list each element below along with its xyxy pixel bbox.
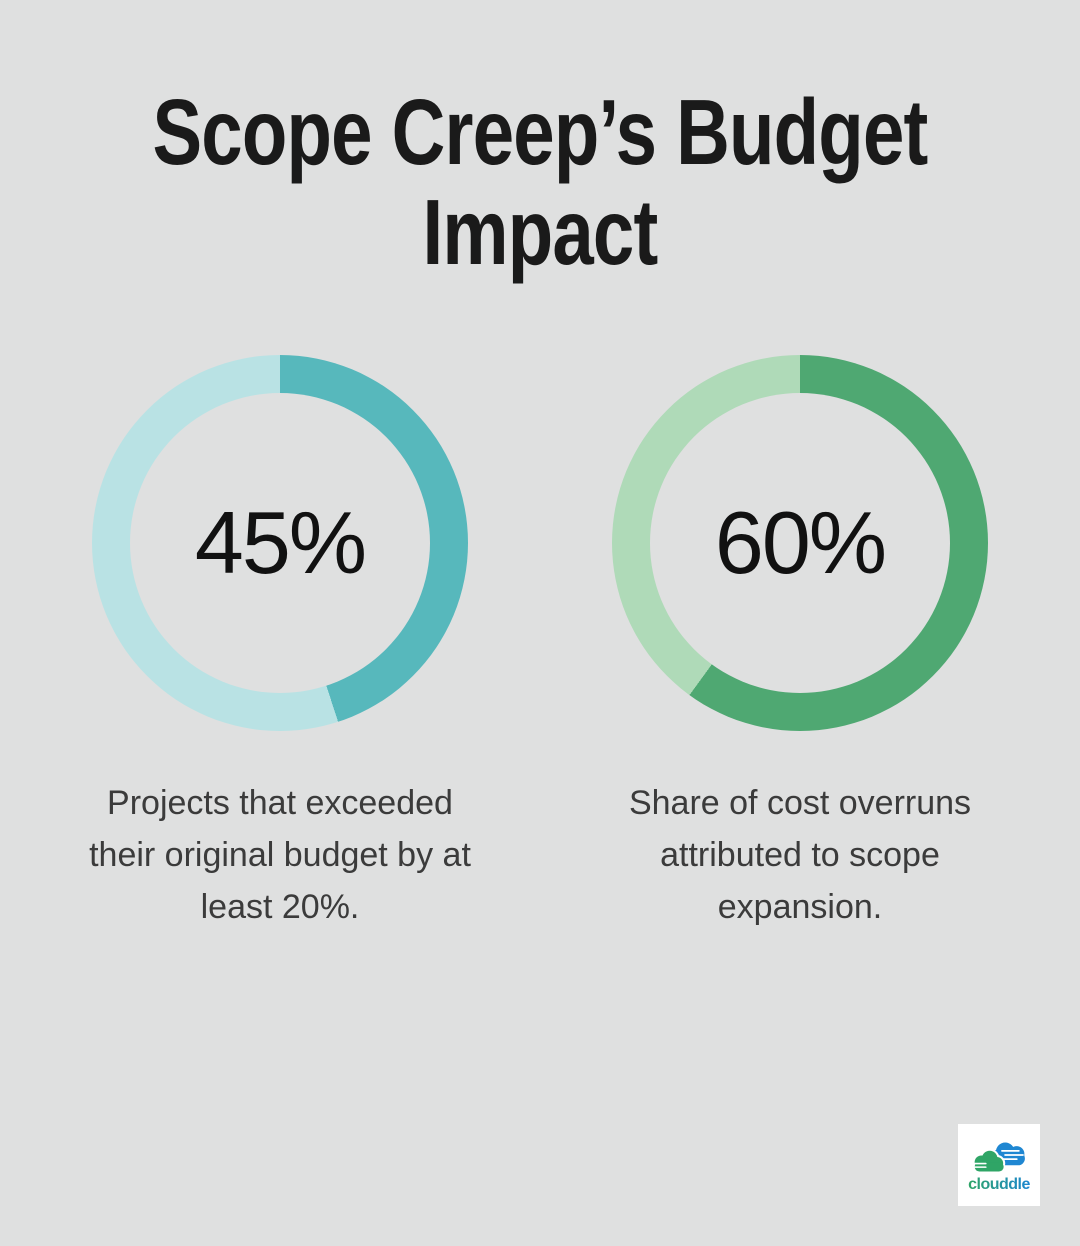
infographic-canvas: Scope Creep’s Budget Impact 45% Projects… — [0, 82, 1080, 1246]
charts-row: 45% Projects that exceeded their origina… — [0, 354, 1080, 933]
donut-center-value: 45% — [194, 492, 367, 592]
donut-caption: Share of cost overruns attributed to sco… — [628, 783, 972, 926]
title-line-2: Impact — [422, 180, 658, 285]
page-title: Scope Creep’s Budget Impact — [108, 82, 972, 283]
title-line-1: Scope Creep’s Budget — [152, 80, 928, 184]
clouddle-clouds-icon — [971, 1142, 1025, 1173]
donut-chart-45-percent: 45% — [92, 354, 468, 731]
stat-column-budget-overrun: 45% Projects that exceeded their origina… — [45, 354, 515, 933]
brand-wordmark: clouddle — [968, 1175, 1030, 1193]
brand-logo: clouddle — [958, 1124, 1040, 1206]
stat-column-scope-expansion: 60% Share of cost overruns attributed to… — [565, 354, 1035, 933]
donut-center-value: 60% — [714, 492, 887, 592]
donut-chart-60-percent: 60% — [612, 354, 988, 731]
donut-caption: Projects that exceeded their original bu… — [89, 783, 471, 926]
